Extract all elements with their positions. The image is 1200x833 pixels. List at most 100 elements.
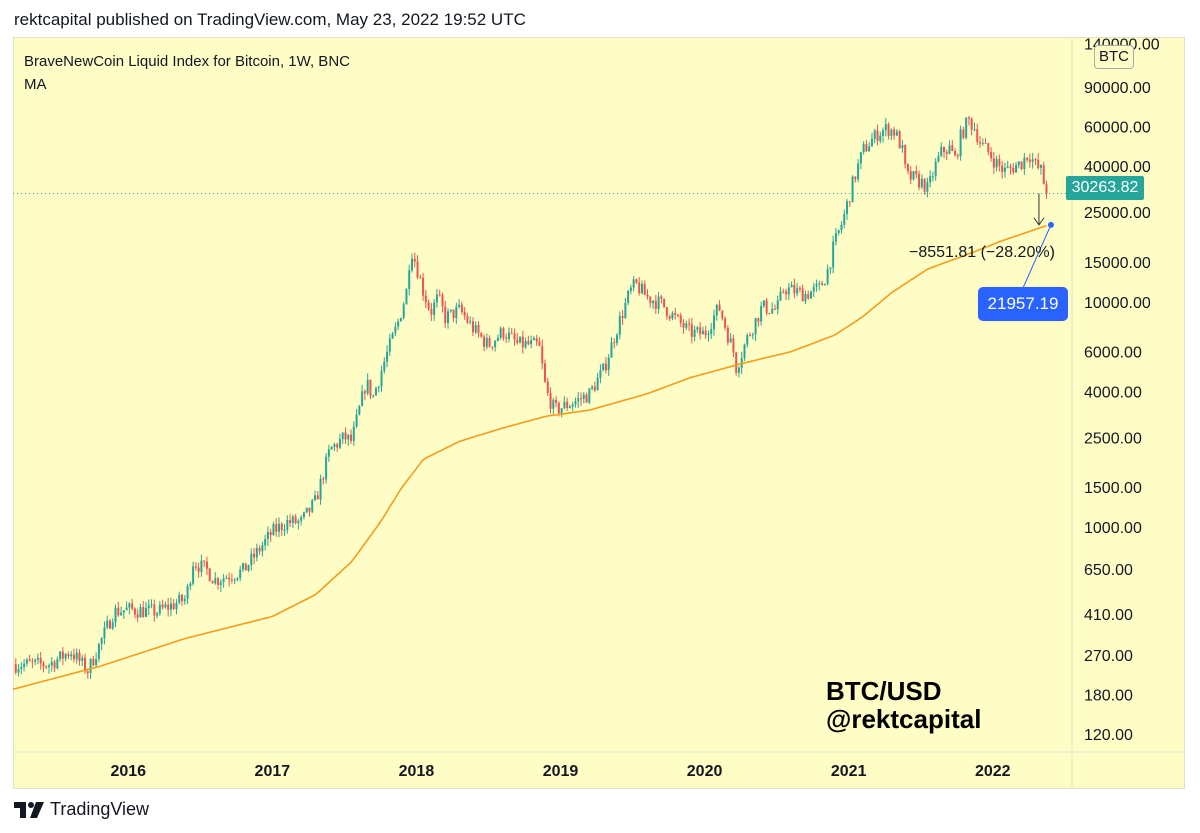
candle-body[interactable] — [327, 449, 330, 457]
candle-body[interactable] — [81, 657, 84, 661]
candle-body[interactable] — [718, 304, 721, 311]
candle-body[interactable] — [1026, 157, 1029, 160]
candle-body[interactable] — [181, 594, 184, 602]
candle-body[interactable] — [809, 291, 812, 299]
candle-body[interactable] — [857, 163, 860, 180]
candle-body[interactable] — [552, 399, 555, 409]
candle-body[interactable] — [422, 277, 425, 296]
candle-body[interactable] — [172, 603, 175, 609]
candle-body[interactable] — [884, 124, 887, 131]
candle-body[interactable] — [28, 659, 31, 662]
candle-body[interactable] — [574, 401, 577, 405]
candle-body[interactable] — [688, 323, 691, 325]
candle-body[interactable] — [78, 652, 81, 661]
candle-body[interactable] — [1031, 159, 1034, 162]
candle-body[interactable] — [291, 516, 294, 524]
candle-body[interactable] — [904, 144, 907, 165]
candle-body[interactable] — [776, 300, 779, 310]
candle-body[interactable] — [142, 607, 145, 617]
candle-body[interactable] — [873, 130, 876, 139]
candle-body[interactable] — [84, 657, 87, 672]
candle-body[interactable] — [812, 286, 815, 292]
candle-body[interactable] — [474, 325, 477, 333]
candle-body[interactable] — [859, 152, 862, 164]
candle-body[interactable] — [305, 507, 308, 513]
candle-body[interactable] — [117, 607, 120, 616]
candle-body[interactable] — [652, 300, 655, 304]
candle-body[interactable] — [167, 604, 170, 610]
candle-body[interactable] — [970, 118, 973, 130]
candle-body[interactable] — [488, 337, 491, 347]
candle-body[interactable] — [106, 620, 109, 628]
candle-body[interactable] — [150, 604, 153, 606]
candle-body[interactable] — [424, 295, 427, 303]
candle-body[interactable] — [516, 339, 519, 343]
candle-body[interactable] — [890, 129, 893, 136]
candle-body[interactable] — [388, 338, 391, 352]
candle-body[interactable] — [441, 294, 444, 307]
candle-body[interactable] — [175, 602, 178, 609]
candle-body[interactable] — [413, 258, 416, 262]
candle-body[interactable] — [228, 577, 231, 580]
candle-body[interactable] — [156, 613, 159, 616]
candle-body[interactable] — [610, 342, 613, 358]
candle-body[interactable] — [665, 307, 668, 317]
candle-body[interactable] — [189, 583, 192, 587]
candle-body[interactable] — [214, 578, 217, 584]
candle-body[interactable] — [710, 329, 713, 335]
candle-body[interactable] — [510, 332, 513, 334]
candle-body[interactable] — [602, 363, 605, 371]
symbol-title[interactable]: BraveNewCoin Liquid Index for Bitcoin, 1… — [24, 53, 350, 70]
candle-body[interactable] — [870, 138, 873, 147]
candle-body[interactable] — [197, 567, 200, 573]
candle-body[interactable] — [549, 392, 552, 409]
candle-body[interactable] — [1009, 166, 1012, 168]
candle-body[interactable] — [399, 318, 402, 322]
candle-body[interactable] — [934, 161, 937, 177]
candle-body[interactable] — [1015, 165, 1018, 173]
candle-body[interactable] — [64, 654, 67, 659]
candle-body[interactable] — [821, 283, 824, 286]
candle-body[interactable] — [563, 401, 566, 409]
candle-body[interactable] — [23, 663, 26, 668]
candle-body[interactable] — [643, 283, 646, 295]
indicator-label[interactable]: MA — [24, 76, 47, 93]
candle-body[interactable] — [762, 300, 765, 307]
candle-body[interactable] — [358, 406, 361, 415]
candle-body[interactable] — [785, 291, 788, 295]
candle-body[interactable] — [585, 394, 588, 403]
candle-body[interactable] — [507, 332, 510, 339]
candle-body[interactable] — [532, 338, 535, 341]
candle-body[interactable] — [1037, 159, 1040, 168]
candle-body[interactable] — [217, 578, 220, 585]
candle-body[interactable] — [344, 432, 347, 440]
candle-body[interactable] — [599, 370, 602, 378]
candle-body[interactable] — [75, 652, 78, 660]
candle-body[interactable] — [416, 261, 419, 278]
candle-body[interactable] — [627, 290, 630, 303]
candle-body[interactable] — [261, 545, 264, 552]
candle-body[interactable] — [771, 308, 774, 314]
candle-body[interactable] — [319, 478, 322, 500]
candle-body[interactable] — [266, 531, 269, 539]
candle-body[interactable] — [300, 517, 303, 521]
candle-body[interactable] — [469, 321, 472, 323]
candle-body[interactable] — [449, 309, 452, 312]
candle-body[interactable] — [624, 302, 627, 318]
candle-body[interactable] — [557, 402, 560, 414]
candle-body[interactable] — [89, 658, 92, 674]
candle-body[interactable] — [466, 316, 469, 323]
candle-body[interactable] — [818, 283, 821, 285]
candle-body[interactable] — [721, 310, 724, 319]
candle-body[interactable] — [1034, 159, 1037, 161]
candle-body[interactable] — [524, 341, 527, 348]
candle-body[interactable] — [330, 446, 333, 450]
candle-body[interactable] — [491, 346, 494, 348]
candle-body[interactable] — [128, 603, 131, 608]
candle-body[interactable] — [760, 306, 763, 322]
candle-body[interactable] — [990, 151, 993, 159]
candle-body[interactable] — [876, 130, 879, 141]
candle-body[interactable] — [513, 333, 516, 340]
candle-body[interactable] — [272, 523, 275, 536]
candle-body[interactable] — [386, 351, 389, 362]
